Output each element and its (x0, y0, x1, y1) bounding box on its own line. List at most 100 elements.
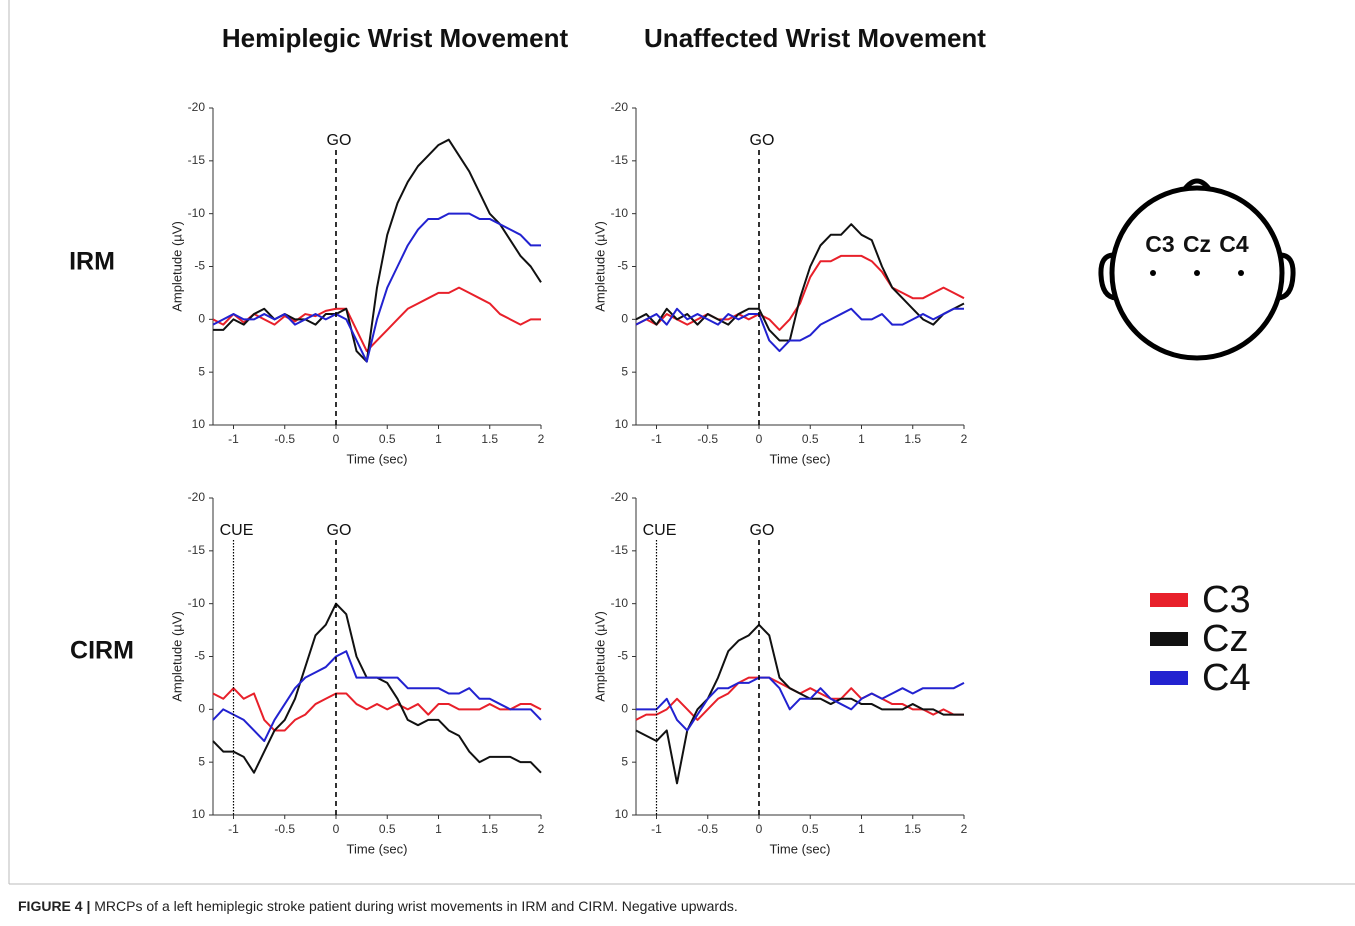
y-tick-label: 5 (621, 754, 628, 768)
caption: FIGURE 4 | MRCPs of a left hemiplegic st… (18, 898, 738, 914)
electrode (1238, 270, 1244, 276)
x-axis-label: Time (sec) (770, 451, 831, 466)
x-tick-label: 0 (756, 822, 763, 836)
y-axis-label: Ampletude (µV) (592, 221, 607, 312)
y-tick-label: -15 (188, 543, 206, 557)
y-axis-label: Ampletude (µV) (169, 221, 184, 312)
y-tick-label: -5 (617, 649, 628, 663)
series-line (635, 623, 964, 785)
legend-label: Cz (1202, 618, 1248, 660)
column-title: Unaffected Wrist Movement (644, 23, 986, 53)
x-tick-label: 0.5 (379, 822, 396, 836)
x-tick-label: 2 (961, 822, 968, 836)
y-tick-label: -5 (194, 649, 205, 663)
event-label: GO (750, 132, 775, 149)
y-tick-label: 5 (198, 364, 205, 378)
event-label: GO (327, 132, 352, 149)
event-label: CUE (220, 522, 254, 539)
head-diagram (1098, 178, 1296, 361)
x-tick-label: 1 (435, 822, 442, 836)
x-tick-label: 0 (756, 432, 763, 446)
x-tick-label: 0.5 (802, 432, 819, 446)
y-tick-label: -15 (188, 153, 206, 167)
y-tick-label: -20 (611, 100, 629, 114)
x-tick-label: -0.5 (697, 432, 718, 446)
electrode-label: C3 (1145, 231, 1174, 257)
y-tick-label: 5 (621, 364, 628, 378)
y-tick-label: -10 (188, 596, 206, 610)
x-tick-label: 1.5 (904, 432, 921, 446)
y-tick-label: -15 (611, 153, 629, 167)
series-line (213, 138, 542, 363)
y-tick-label: 10 (615, 807, 629, 821)
legend-label: C4 (1202, 657, 1251, 699)
x-tick-label: 1 (435, 432, 442, 446)
y-tick-label: 10 (192, 417, 206, 431)
x-tick-label: 1.5 (481, 822, 498, 836)
electrode (1194, 270, 1200, 276)
y-tick-label: 0 (621, 702, 628, 716)
y-axis-label: Ampletude (µV) (592, 611, 607, 702)
series-line (212, 286, 541, 353)
x-axis-label: Time (sec) (347, 451, 408, 466)
legend-swatch (1150, 671, 1188, 685)
y-tick-label: 10 (192, 807, 206, 821)
y-tick-label: -10 (611, 596, 629, 610)
x-tick-label: 0.5 (379, 432, 396, 446)
series-line (212, 687, 542, 732)
row-label: CIRM (70, 637, 134, 665)
x-tick-label: 2 (538, 822, 545, 836)
y-tick-label: -10 (611, 206, 629, 220)
row-label: IRM (69, 248, 115, 276)
series-line (636, 676, 965, 732)
x-tick-label: 2 (961, 432, 968, 446)
ear (1277, 252, 1296, 301)
electrode-label: Cz (1183, 231, 1211, 257)
x-tick-label: 0 (333, 822, 340, 836)
x-axis-label: Time (sec) (347, 841, 408, 856)
x-tick-label: -0.5 (274, 432, 295, 446)
event-label: GO (327, 522, 352, 539)
y-tick-label: 0 (621, 312, 628, 326)
x-tick-label: -0.5 (274, 822, 295, 836)
electrode (1150, 270, 1156, 276)
y-tick-label: 10 (615, 417, 629, 431)
legend-swatch (1150, 593, 1188, 607)
x-tick-label: 1 (858, 432, 865, 446)
x-tick-label: -0.5 (697, 822, 718, 836)
y-tick-label: -10 (188, 206, 206, 220)
series-line (635, 307, 964, 353)
series-line (212, 602, 542, 774)
x-tick-label: -1 (228, 822, 239, 836)
y-tick-label: 0 (198, 312, 205, 326)
x-tick-label: -1 (651, 432, 662, 446)
electrode-label: C4 (1219, 231, 1249, 257)
legend-label: C3 (1202, 579, 1251, 621)
y-tick-label: 5 (198, 754, 205, 768)
series-line (635, 254, 965, 331)
y-tick-label: -20 (188, 100, 206, 114)
caption-text: MRCPs of a left hemiplegic stroke patien… (94, 898, 737, 914)
event-label: GO (750, 522, 775, 539)
x-tick-label: 1.5 (481, 432, 498, 446)
x-tick-label: 0 (333, 432, 340, 446)
x-tick-label: 0.5 (802, 822, 819, 836)
caption-label: FIGURE 4 | (18, 898, 90, 914)
x-axis-label: Time (sec) (770, 841, 831, 856)
x-tick-label: 2 (538, 432, 545, 446)
event-label: CUE (643, 522, 677, 539)
series-line (212, 212, 541, 363)
legend-swatch (1150, 632, 1188, 646)
x-tick-label: -1 (651, 822, 662, 836)
x-tick-label: -1 (228, 432, 239, 446)
y-axis-label: Ampletude (µV) (169, 611, 184, 702)
y-tick-label: -5 (617, 259, 628, 273)
y-tick-label: -15 (611, 543, 629, 557)
y-tick-label: -20 (188, 490, 206, 504)
x-tick-label: 1.5 (904, 822, 921, 836)
column-title: Hemiplegic Wrist Movement (222, 23, 569, 53)
series-line (212, 650, 542, 743)
y-tick-label: -20 (611, 490, 629, 504)
